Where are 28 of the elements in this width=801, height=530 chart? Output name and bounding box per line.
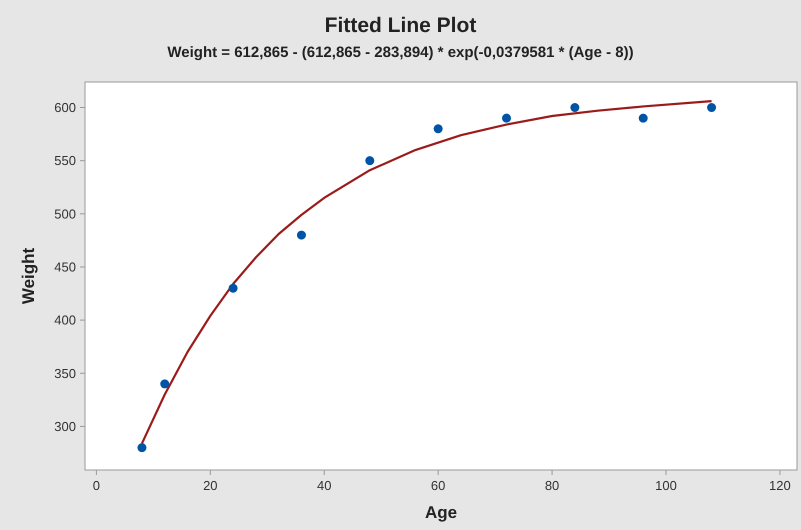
point (502, 114, 512, 123)
y-tick-label: 450 (54, 259, 76, 274)
chart-subtitle: Weight = 612,865 - (612,865 - 283,894) * exp(-0,0379581 * (Age - 8)) (167, 44, 634, 61)
y-tick-label: 500 (54, 206, 76, 222)
point (296, 230, 306, 240)
x-axis-title: Age (424, 503, 458, 522)
point (365, 156, 374, 166)
y-tick-label: 550 (54, 153, 76, 168)
x-tick-label: 120 (769, 478, 791, 493)
point (434, 124, 443, 134)
y-tick-label: 350 (54, 366, 76, 381)
x-tick-label: 0 (92, 478, 100, 493)
point (570, 103, 580, 112)
point (228, 284, 238, 293)
x-tick-label: 20 (203, 478, 218, 493)
x-tick-label: 100 (655, 478, 677, 493)
y-axis-title: Weight (19, 247, 38, 304)
x-tick-label: 80 (544, 478, 560, 493)
y-tick-label: 600 (54, 100, 76, 116)
y-tick-label: 400 (54, 312, 76, 328)
point (160, 379, 170, 388)
x-tick-label: 40 (317, 478, 332, 493)
point (137, 443, 146, 452)
x-tick-label: 60 (430, 478, 446, 493)
y-tick-label: 300 (54, 418, 76, 434)
point (638, 114, 648, 123)
point (707, 103, 716, 112)
chart-title: Fitted Line Plot (324, 14, 476, 37)
